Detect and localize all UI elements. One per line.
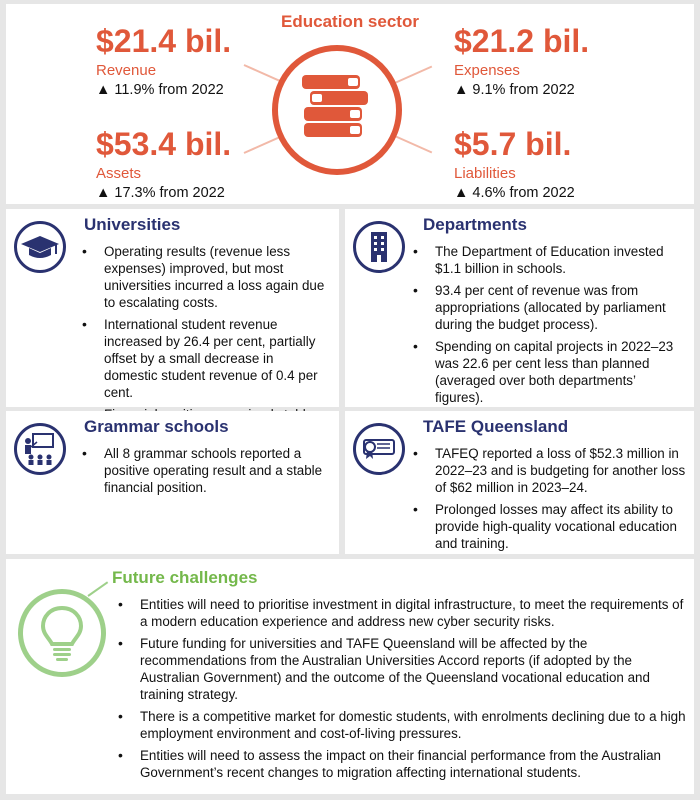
liabilities-label: Liabilities (454, 165, 516, 182)
universities-title: Universities (84, 215, 181, 234)
list-item: Spending on capital projects in 2022–23 … (413, 338, 687, 406)
grammar-title: Grammar schools (84, 417, 229, 436)
tafe-list: TAFEQ reported a loss of $52.3 million i… (413, 445, 687, 557)
tafe-title: TAFE Queensland (423, 417, 569, 436)
departments-list: The Department of Education invested $1.… (413, 243, 687, 411)
list-item: Future funding for universities and TAFE… (118, 635, 688, 703)
grammar-schools-card: Grammar schools All 8 grammar schools re… (6, 411, 339, 554)
sector-title: Education sector (281, 12, 419, 31)
liabilities-value: $5.7 bil. (454, 126, 572, 162)
tafe-card: TAFE Queensland TAFEQ reported a loss of… (345, 411, 694, 554)
list-item: 93.4 per cent of revenue was from approp… (413, 282, 687, 333)
departments-card: Departments The Department of Education … (345, 209, 694, 407)
list-item: Entities will need to prioritise investm… (118, 596, 688, 630)
books-icon (272, 45, 402, 175)
expenses-stat: $21.2 bil. Expenses ▲ 9.1% from 2022 (454, 24, 589, 98)
list-item: All 8 grammar schools reported a positiv… (82, 445, 330, 496)
lightbulb-icon (18, 589, 106, 677)
list-item: Operating results (revenue less expenses… (82, 243, 330, 311)
revenue-label: Revenue (96, 62, 157, 79)
assets-stat: $53.4 bil. Assets ▲ 17.3% from 2022 (96, 127, 231, 201)
list-item: There is a competitive market for domest… (118, 708, 688, 742)
departments-title: Departments (423, 215, 527, 234)
classroom-icon (14, 423, 66, 475)
education-sector-panel: Education sector $21.4 bil. Revenue ▲ 11… (6, 4, 694, 204)
assets-change: ▲ 17.3% from 2022 (96, 185, 225, 201)
assets-label: Assets (96, 165, 142, 182)
expenses-label: Expenses (454, 62, 520, 79)
list-item: TAFEQ reported a loss of $52.3 million i… (413, 445, 687, 496)
graduation-cap-icon (14, 221, 66, 273)
building-icon (353, 221, 405, 273)
liabilities-stat: $5.7 bil. Liabilities ▲ 4.6% from 2022 (454, 127, 575, 201)
list-item: International student revenue increased … (82, 316, 330, 401)
expenses-change: ▲ 9.1% from 2022 (454, 82, 575, 98)
list-item: Prolonged losses may affect its ability … (413, 501, 687, 552)
universities-card: Universities Operating results (revenue … (6, 209, 339, 423)
list-item: Entities will need to assess the impact … (118, 747, 688, 781)
list-item: The Department of Education invested $1.… (413, 243, 687, 277)
assets-value: $53.4 bil. (96, 126, 232, 162)
revenue-value: $21.4 bil. (96, 23, 232, 59)
future-challenges-card: Future challenges Entities will need to … (6, 559, 694, 794)
future-title: Future challenges (112, 568, 258, 587)
universities-list: Operating results (revenue less expenses… (82, 243, 330, 428)
expenses-value: $21.2 bil. (454, 23, 590, 59)
future-list: Entities will need to prioritise investm… (118, 596, 688, 786)
liabilities-change: ▲ 4.6% from 2022 (454, 185, 575, 201)
revenue-stat: $21.4 bil. Revenue ▲ 11.9% from 2022 (96, 24, 231, 98)
grammar-list: All 8 grammar schools reported a positiv… (82, 445, 330, 501)
diploma-icon (353, 423, 405, 475)
revenue-change: ▲ 11.9% from 2022 (96, 82, 224, 98)
